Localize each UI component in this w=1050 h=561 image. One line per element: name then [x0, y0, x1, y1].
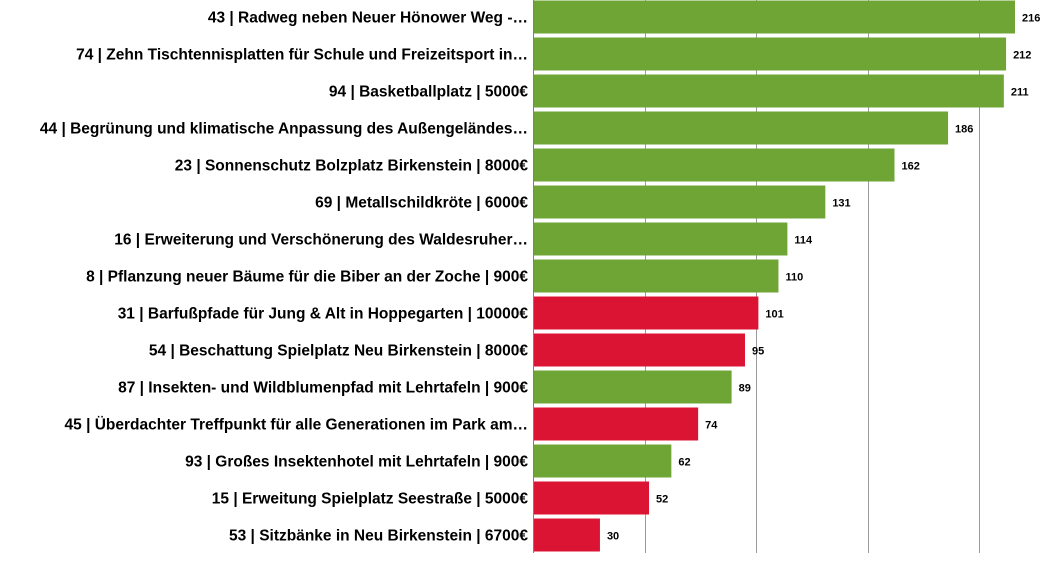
category-label: 87 | Insekten- und Wildblumenpfad mit Le…	[118, 380, 528, 397]
category-label: 15 | Erweitung Spielplatz Seestraße | 50…	[212, 491, 529, 508]
category-label: 93 | Großes Insektenhotel mit Lehrtafeln…	[185, 454, 528, 471]
value-label: 131	[832, 198, 850, 210]
bar-4	[533, 148, 895, 182]
category-label: 8 | Pflanzung neuer Bäume für die Biber …	[86, 269, 528, 286]
bar-5	[533, 185, 826, 219]
value-labels: 216 212 211 186 162 131 114 110 101 95 89 74 62 52 30	[607, 13, 1040, 543]
bar-2	[533, 74, 1004, 108]
category-label: 43 | Radweg neben Neuer Hönower Weg -…	[208, 10, 528, 27]
category-label: 44 | Begrünung und klimatische Anpassung…	[40, 121, 528, 138]
bar-3	[533, 111, 949, 145]
category-label: 45 | Überdachter Treffpunkt für alle Gen…	[65, 417, 528, 434]
category-label: 23 | Sonnenschutz Bolzplatz Birkenstein …	[175, 158, 529, 175]
value-label: 62	[678, 457, 690, 469]
value-label: 30	[607, 531, 619, 543]
category-label: 69 | Metallschildkröte | 6000€	[315, 195, 528, 212]
value-label: 110	[785, 272, 803, 284]
category-label: 54 | Beschattung Spielplatz Neu Birkenst…	[149, 343, 528, 360]
category-label: 31 | Barfußpfade für Jung & Alt in Hoppe…	[118, 306, 529, 323]
value-label: 101	[765, 309, 783, 321]
category-label: 74 | Zehn Tischtennisplatten für Schule …	[76, 47, 528, 64]
value-label: 186	[955, 124, 973, 136]
bar-8	[533, 296, 759, 330]
bar-7	[533, 259, 779, 293]
category-label: 53 | Sitzbänke in Neu Birkenstein | 6700…	[229, 528, 528, 545]
value-label: 114	[794, 235, 813, 247]
bar-12	[533, 444, 672, 478]
bar-9	[533, 333, 745, 367]
bars	[533, 0, 1015, 552]
bar-10	[533, 370, 732, 404]
value-label: 211	[1011, 87, 1029, 99]
category-label: 94 | Basketballplatz | 5000€	[329, 84, 528, 101]
category-labels: 43 | Radweg neben Neuer Hönower Weg -… 74…	[40, 10, 528, 545]
bar-14	[533, 518, 600, 552]
value-label: 162	[902, 161, 920, 173]
bar-11	[533, 407, 699, 441]
value-label: 52	[656, 494, 668, 506]
value-label: 212	[1013, 50, 1031, 62]
value-label: 89	[739, 383, 751, 395]
category-label: 16 | Erweiterung und Verschönerung des W…	[114, 232, 528, 249]
bar-1	[533, 37, 1007, 71]
bar-6	[533, 222, 788, 256]
value-label: 74	[705, 420, 718, 432]
bar-13	[533, 481, 650, 515]
bar-0	[533, 0, 1015, 34]
value-label: 216	[1022, 13, 1040, 25]
value-label: 95	[752, 346, 764, 358]
